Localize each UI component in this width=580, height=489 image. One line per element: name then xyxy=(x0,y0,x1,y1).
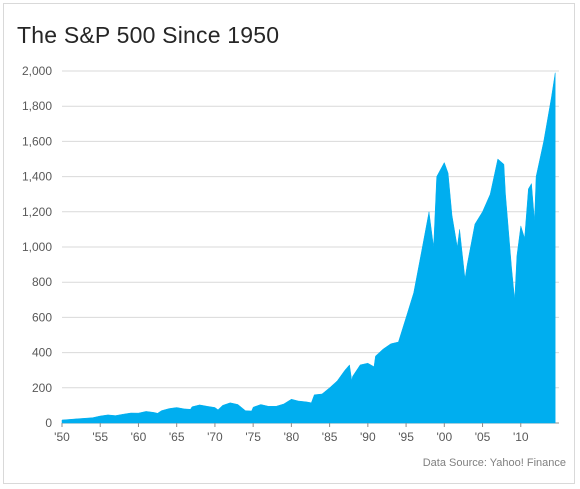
x-tick-label: '50 xyxy=(54,430,70,444)
x-tick-label: '75 xyxy=(245,430,261,444)
y-tick-label: 1,000 xyxy=(22,240,52,254)
y-tick-label: 600 xyxy=(32,310,52,324)
y-tick-label: 1,800 xyxy=(22,99,52,113)
x-tick-label: '65 xyxy=(169,430,185,444)
y-tick-label: 0 xyxy=(45,416,52,430)
y-tick-label: 1,600 xyxy=(22,134,52,148)
x-tick-label: '10 xyxy=(513,430,529,444)
x-tick-label: '80 xyxy=(284,430,300,444)
x-tick-label: '05 xyxy=(475,430,491,444)
x-axis-ticks: '50 '55 '60 '65 '70 '75 '80 '85 '90 '95 '00 '05 '10 xyxy=(54,423,529,444)
x-tick-label: '70 xyxy=(207,430,223,444)
data-source-note: Data Source: Yahoo! Finance xyxy=(422,457,566,469)
y-tick-label: 800 xyxy=(32,275,52,289)
x-tick-label: '55 xyxy=(92,430,108,444)
x-tick-label: '00 xyxy=(436,430,452,444)
y-tick-label: 2,000 xyxy=(22,64,52,78)
series-area xyxy=(61,72,556,424)
y-tick-label: 1,200 xyxy=(22,205,52,219)
y-axis-ticks: 0 200 400 600 800 1,000 1,200 1,400 1,600 1,800 2,… xyxy=(22,64,52,430)
y-tick-label: 1,400 xyxy=(22,170,52,184)
chart-title: The S&P 500 Since 1950 xyxy=(17,22,280,48)
y-tick-label: 200 xyxy=(32,381,52,395)
x-tick-label: '95 xyxy=(398,430,414,444)
x-tick-label: '90 xyxy=(360,430,376,444)
y-tick-label: 400 xyxy=(32,346,52,360)
x-tick-label: '85 xyxy=(322,430,338,444)
x-tick-label: '60 xyxy=(131,430,147,444)
